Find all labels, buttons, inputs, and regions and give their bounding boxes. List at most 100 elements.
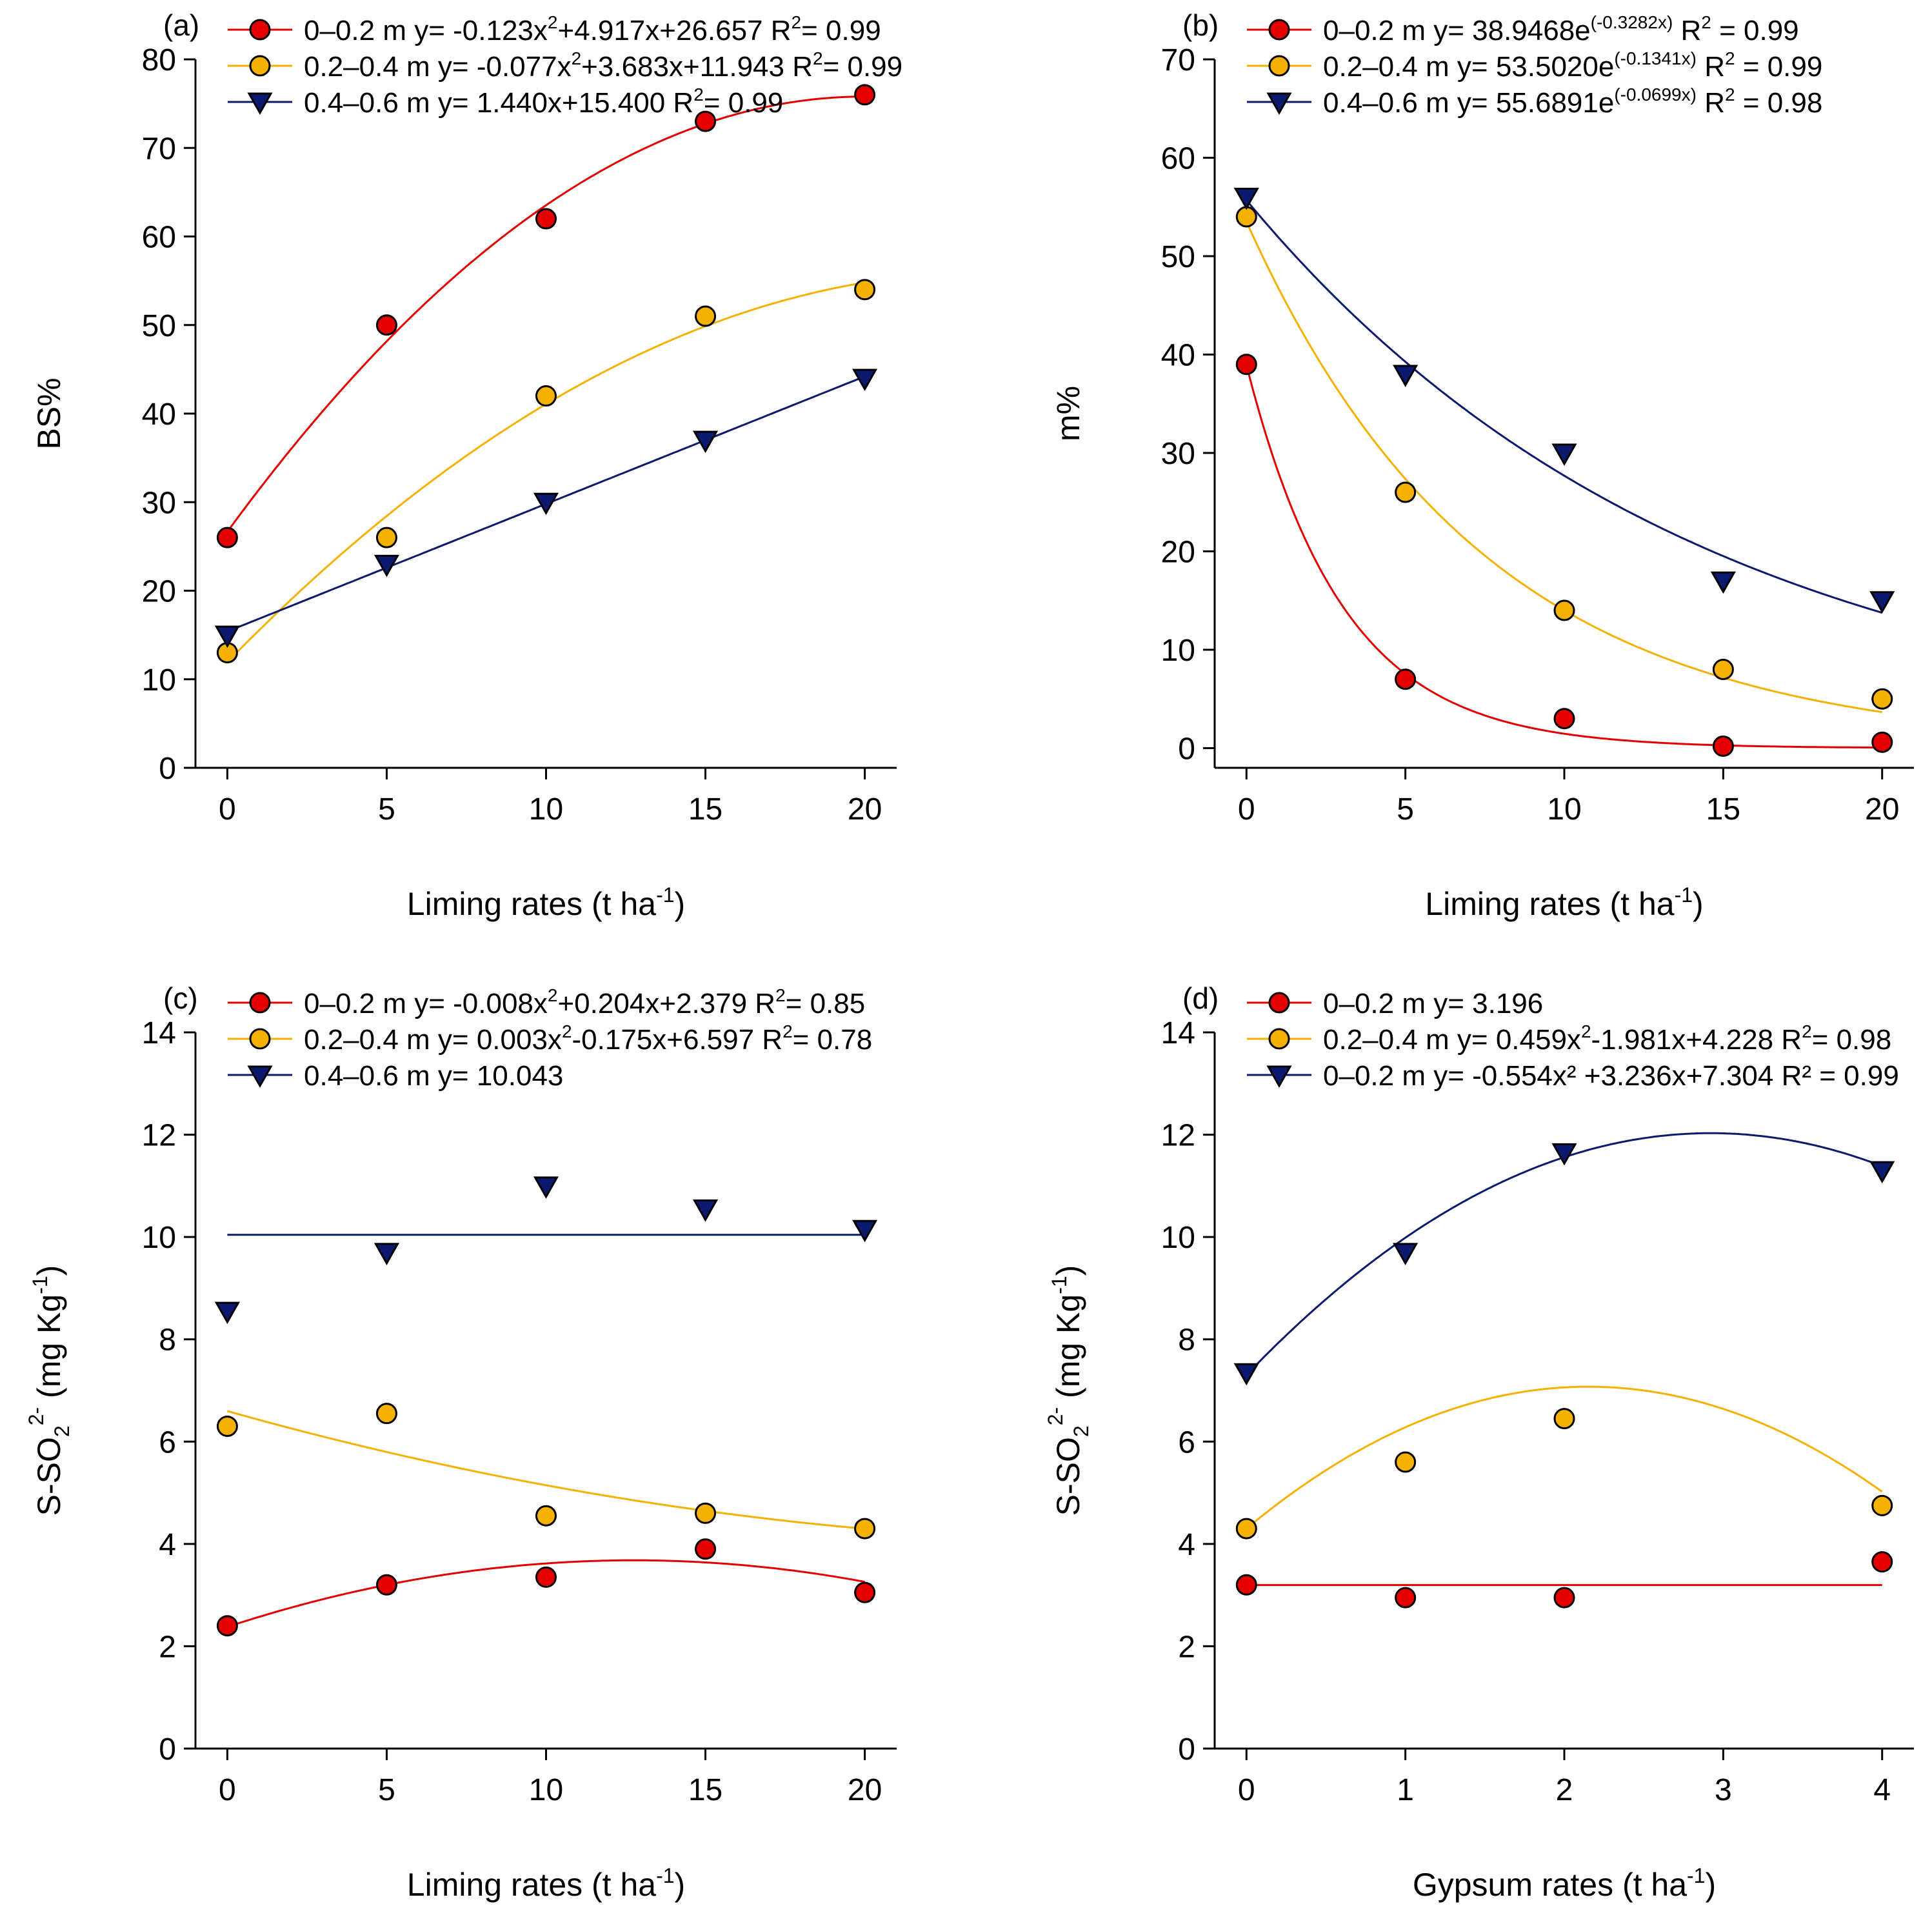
x-axis-label-text: Liming rates (t ha <box>1425 886 1674 922</box>
y-axis-label-end: ) <box>1050 1265 1086 1276</box>
x-tick-label: 0 <box>219 792 236 827</box>
y-tick-label: 60 <box>142 221 176 255</box>
data-point-series-1 <box>1871 731 1893 753</box>
legend-text: = 0.98 <box>1812 1024 1892 1056</box>
y-axis-label-text: S-SO <box>1050 1437 1086 1516</box>
x-tick-label: 2 <box>1556 1773 1573 1807</box>
y-tick-label: 50 <box>1161 240 1195 274</box>
x-axis-label-sup: -1 <box>1675 883 1693 907</box>
fit-line-series-1 <box>1245 365 1882 749</box>
x-axis-label: Liming rates (t ha-1) <box>1425 883 1703 922</box>
x-axis-label-text: Gypsum rates (t ha <box>1413 1867 1687 1903</box>
y-tick-label: 2 <box>159 1630 176 1664</box>
data-point-series-3 <box>1233 188 1259 210</box>
legend-label-series-2: 0.2–0.4 m y= -0.077x2+3.683x+11.943 R2= … <box>304 48 902 83</box>
x-axis-label: Liming rates (t ha-1) <box>407 883 685 922</box>
y-axis-label-sup: 2- <box>1044 1407 1067 1425</box>
y-tick-label: 4 <box>1178 1528 1195 1562</box>
y-tick-label: 12 <box>142 1119 176 1153</box>
panel-label: (c) <box>163 981 198 1015</box>
y-tick-label: 60 <box>1161 142 1195 176</box>
legend-marker-series-3 <box>247 1065 273 1088</box>
y-tick-label: 70 <box>1161 43 1195 77</box>
legend-text: +0.204x+2.379 R <box>557 988 775 1019</box>
legend-text: 0–0.2 m y= 3.196 <box>1323 988 1543 1019</box>
legend-text: 0–0.2 m y= -0.554x² +3.236x+7.304 R² = 0… <box>1323 1060 1899 1092</box>
legend-sup: 2 <box>693 85 704 105</box>
x-axis-label-end: ) <box>675 1867 686 1903</box>
legend-text: R <box>1673 15 1701 46</box>
y-axis-label-mid: (mg Kg <box>1050 1294 1086 1407</box>
data-point-series-1 <box>854 1581 876 1603</box>
x-tick-label: 5 <box>378 1773 395 1807</box>
y-tick-label: 70 <box>142 132 176 166</box>
y-tick-label: 6 <box>1178 1425 1195 1460</box>
y-tick-label: 0 <box>159 752 176 786</box>
y-tick-label: 12 <box>1161 1119 1195 1153</box>
legend-label-series-3: 0.4–0.6 m y= 55.6891e(-0.0699x) R2 = 0.9… <box>1323 85 1822 119</box>
data-point-series-1 <box>695 110 717 132</box>
x-axis-label: Liming rates (t ha-1) <box>407 1864 685 1903</box>
x-axis-label-sup: -1 <box>656 883 674 907</box>
legend-text: +3.683x+11.943 R <box>581 51 813 83</box>
legend-sup: 2 <box>1725 85 1735 105</box>
x-tick-label: 5 <box>378 792 395 827</box>
data-point-series-2 <box>216 1416 238 1437</box>
legend-marker-series-3 <box>1266 92 1292 115</box>
legend-marker-series-1 <box>249 19 271 41</box>
x-axis-label-end: ) <box>1693 886 1704 922</box>
y-tick-label: 40 <box>1161 339 1195 373</box>
data-point-series-1 <box>535 1566 557 1588</box>
y-tick-label: 10 <box>142 1221 176 1255</box>
data-point-series-3 <box>1551 443 1577 466</box>
data-point-series-2 <box>1871 1494 1893 1516</box>
data-point-series-1 <box>216 527 238 548</box>
data-point-series-3 <box>214 625 240 648</box>
y-tick-label: 8 <box>1178 1323 1195 1358</box>
y-tick-label: 20 <box>142 575 176 609</box>
legend-text: 0.4–0.6 m y= 55.6891e <box>1323 87 1614 119</box>
legend-text: 0.4–0.6 m y= 1.440x+15.400 R <box>304 87 693 119</box>
fit-line-series-3 <box>1246 1132 1883 1376</box>
y-tick-label: 0 <box>159 1732 176 1767</box>
x-tick-label: 1 <box>1397 1773 1414 1807</box>
legend-label-series-1: 0–0.2 m y= 38.9468e(-0.3282x) R2 = 0.99 <box>1323 12 1799 46</box>
data-point-series-3 <box>1869 1161 1895 1184</box>
data-point-series-1 <box>375 1574 397 1596</box>
legend-sup: 2 <box>562 1021 572 1041</box>
x-axis-label-sup: -1 <box>656 1864 674 1887</box>
data-point-series-1 <box>695 1538 717 1560</box>
legend-text: +4.917x+26.657 R <box>557 15 791 46</box>
legend-marker-series-2 <box>1268 55 1290 77</box>
legend-text: = 0.99 <box>1735 51 1823 83</box>
legend-text: 0.2–0.4 m y= 0.459x <box>1323 1024 1581 1056</box>
y-tick-label: 20 <box>1161 536 1195 570</box>
y-tick-label: 10 <box>1161 1221 1195 1255</box>
x-axis-label-end: ) <box>1705 1867 1716 1903</box>
y-axis-label-sub: 2 <box>50 1425 74 1437</box>
x-axis-label-text: Liming rates (t ha <box>407 1867 656 1903</box>
y-axis-label-text: BS% <box>31 377 67 449</box>
legend-text: 0–0.2 m y= -0.123x <box>304 15 548 46</box>
legend-text: 0–0.2 m y= -0.008x <box>304 988 548 1019</box>
legend-text: = 0.99 <box>823 51 903 83</box>
legend-text: = 0.98 <box>1735 87 1823 119</box>
y-tick-label: 30 <box>1161 437 1195 471</box>
data-point-series-2 <box>695 305 717 327</box>
y-tick-label: 0 <box>1178 1732 1195 1767</box>
x-tick-label: 15 <box>688 792 722 827</box>
legend-text: 0.2–0.4 m y= 0.003x <box>304 1024 562 1056</box>
legend-marker-series-1 <box>1268 992 1290 1014</box>
legend-label-series-1: 0–0.2 m y= -0.008x2+0.204x+2.379 R2= 0.8… <box>304 985 865 1019</box>
y-tick-label: 30 <box>142 486 176 520</box>
legend-sup: 2 <box>1802 1021 1812 1041</box>
legend-sup: 2 <box>782 1021 793 1041</box>
chart-panel-a: 0 10 20 30 40 50 60 70 80 0 5 10 15 20 Liming rates (t… <box>31 8 902 922</box>
y-tick-label: 8 <box>159 1323 176 1358</box>
y-axis-label-sup: 2- <box>25 1407 48 1425</box>
legend-label-series-2: 0.2–0.4 m y= 0.003x2-0.175x+6.597 R2= 0.… <box>304 1021 872 1056</box>
legend-sup: 2 <box>548 985 558 1005</box>
data-point-series-2 <box>535 385 557 407</box>
y-axis-label-end: ) <box>31 1265 67 1276</box>
